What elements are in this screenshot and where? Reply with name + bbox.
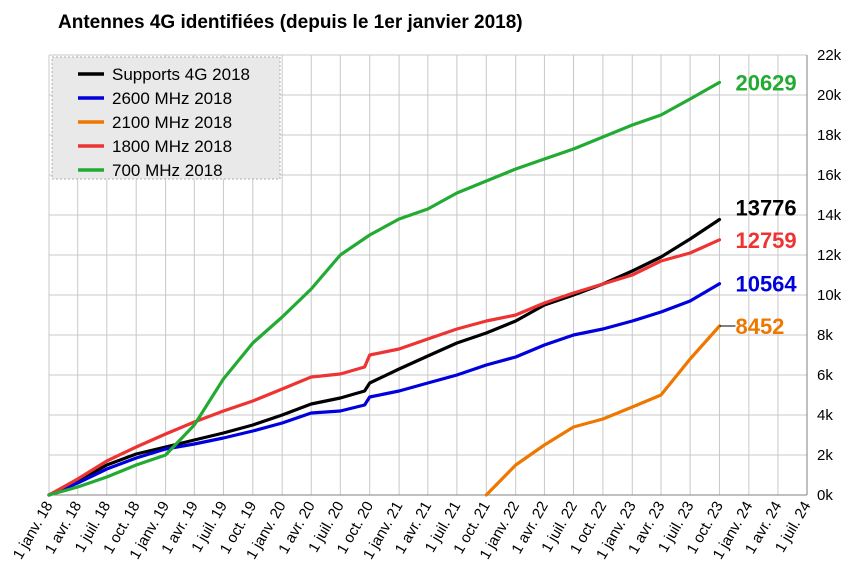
series-line-4 bbox=[47, 80, 722, 497]
legend-box bbox=[51, 56, 281, 180]
y-tick-label: 10k bbox=[817, 287, 842, 304]
chart-title: Antennes 4G identifiées (depuis le 1er j… bbox=[58, 12, 523, 33]
legend-entry: Supports 4G 2018 bbox=[112, 65, 250, 84]
y-tick-label: 12k bbox=[817, 247, 842, 264]
x-axis-ticks: 1 janv. 181 avr. 181 juil. 181 oct. 181 … bbox=[10, 499, 815, 563]
legend-entry: 1800 MHz 2018 bbox=[112, 137, 232, 156]
series-end-label-2: 8452 bbox=[735, 314, 784, 339]
y-tick-label: 0k bbox=[817, 487, 833, 504]
series-line-2 bbox=[484, 324, 722, 497]
series-line-1 bbox=[47, 282, 722, 497]
legend-entry: 700 MHz 2018 bbox=[112, 161, 223, 180]
y-axis-ticks: 0k 2k 4k 6k 8k 10k 12k 14k 16k 18k 20k 22k bbox=[817, 47, 842, 504]
series-end-label-4: 20629 bbox=[735, 70, 796, 95]
legend-entry: 2100 MHz 2018 bbox=[112, 113, 232, 132]
y-tick-label: 8k bbox=[817, 327, 833, 344]
y-tick-label: 14k bbox=[817, 207, 842, 224]
legend-entry: 2600 MHz 2018 bbox=[112, 89, 232, 108]
y-tick-label: 16k bbox=[817, 167, 842, 184]
y-tick-label: 6k bbox=[817, 367, 833, 384]
y-tick-label: 20k bbox=[817, 87, 842, 104]
y-tick-label: 18k bbox=[817, 127, 842, 144]
series-end-label-1: 10564 bbox=[735, 272, 797, 297]
series-end-label-0: 13776 bbox=[735, 195, 796, 220]
series-end-labels: 13776 10564 8452 12759 20629 bbox=[719, 70, 797, 339]
grid bbox=[48, 54, 808, 496]
y-tick-label: 4k bbox=[817, 407, 833, 424]
y-tick-label: 22k bbox=[817, 47, 842, 64]
series-line-3 bbox=[47, 238, 722, 497]
series-end-label-3: 12759 bbox=[735, 228, 796, 253]
legend: Supports 4G 2018 2600 MHz 2018 2100 MHz 20… bbox=[51, 56, 281, 180]
series-lines bbox=[47, 80, 722, 497]
y-tick-label: 2k bbox=[817, 447, 833, 464]
